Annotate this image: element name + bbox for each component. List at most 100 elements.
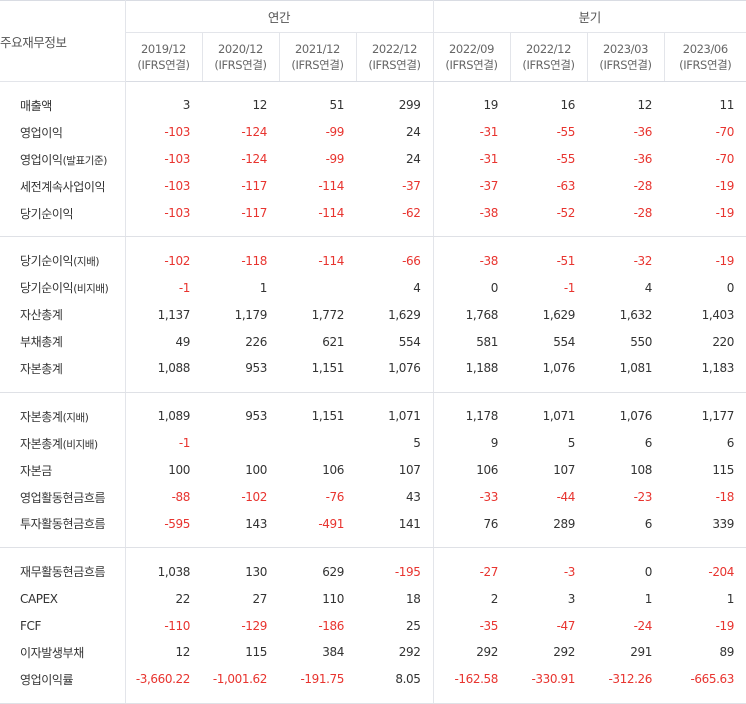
value-cell: -19: [664, 199, 746, 238]
period-header: 2023/03 (IFRS연결): [587, 32, 665, 82]
row-label: 자본총계(비지배): [0, 429, 126, 457]
value-cell: -33: [479, 490, 499, 505]
row-label-text: 투자활동현금흐름: [20, 517, 106, 532]
value-cell: -114: [318, 253, 344, 268]
value-cell: 581: [476, 334, 499, 349]
value-cell: 1: [726, 591, 735, 606]
value-cell: 107: [356, 456, 434, 484]
value-cell: 51: [329, 98, 345, 113]
value-cell: 0: [490, 280, 499, 295]
value-cell: [279, 430, 356, 457]
value-cell: 1,177: [701, 409, 735, 424]
table-row: 자본금 100 100 106 107 106 107 108 115: [0, 456, 746, 484]
value-cell: -31: [479, 152, 499, 167]
value-cell: -88: [171, 490, 191, 505]
value-cell: 1: [259, 280, 268, 295]
value-cell: 1,772: [311, 307, 345, 322]
value-cell: -3: [563, 564, 576, 579]
value-cell: 43: [356, 483, 434, 511]
value-cell: 226: [245, 334, 267, 349]
period-header: 2021/12 (IFRS연결): [279, 32, 357, 82]
row-label: CAPEX: [0, 585, 126, 613]
value-cell: 953: [245, 409, 267, 424]
row-label-text: 이자발생부채: [20, 645, 84, 660]
value-cell: 89: [719, 645, 735, 660]
value-cell: 299: [356, 81, 434, 119]
value-cell: 292: [356, 639, 434, 666]
value-cell: 6: [587, 510, 665, 549]
value-cell: 1,632: [619, 307, 653, 322]
value-cell: 110: [322, 591, 344, 606]
value-cell: 1,038: [157, 564, 191, 579]
value-cell: -63: [556, 179, 576, 194]
row-label: 영업활동현금흐름: [0, 483, 126, 511]
table-row: 영업이익 -103 -124 -99 24 -31 -55 -36 -70: [0, 118, 746, 146]
row-label-text: CAPEX: [20, 591, 58, 606]
table-row: 당기순이익(지배) -102 -118 -114 -66 -38 -51 -32 -19: [0, 236, 746, 275]
row-label: 영업이익(발표기준): [0, 145, 126, 173]
value-cell: -31: [479, 125, 499, 140]
value-cell: 953: [202, 355, 279, 393]
row-label-text: 당기순이익: [20, 254, 74, 269]
table-row: 영업이익(발표기준) -103 -124 -99 24 -31 -55 -36 -70: [0, 145, 746, 173]
value-cell: 12: [175, 645, 191, 660]
row-label-text: 영업이익: [20, 152, 63, 167]
value-cell: 1,629: [542, 307, 576, 322]
value-cell: 1,071: [542, 409, 576, 424]
value-cell: -124: [241, 152, 267, 167]
value-cell: 115: [712, 463, 735, 478]
table-row: 세전계속사업이익 -103 -117 -114 -37 -37 -63 -28 -19: [0, 172, 746, 200]
table-row: 이자발생부채 12 115 384 292 292 292 291 89: [0, 639, 746, 666]
value-cell: -99: [325, 125, 345, 140]
value-cell: 292: [476, 645, 499, 660]
value-cell: 141: [356, 510, 434, 549]
table-row: 재무활동현금흐름 1,038 130 629 -195 -27 -3 0 -204: [0, 547, 746, 586]
value-cell: -37: [479, 179, 499, 194]
table-row: 당기순이익(비지배) -1 1 4 0 -1 4 0: [0, 274, 746, 302]
row-label-text: 부채총계: [20, 335, 63, 350]
value-cell: 5: [567, 436, 576, 451]
value-cell: 1,403: [701, 307, 735, 322]
row-label-suffix: (발표기준): [62, 154, 108, 167]
period-header: 2022/09 (IFRS연결): [433, 32, 511, 82]
value-cell: -102: [164, 253, 190, 268]
row-label: 부채총계: [0, 328, 126, 356]
value-cell: 1,188: [433, 355, 511, 393]
value-cell: 2: [490, 591, 499, 606]
period-header: 2019/12 (IFRS연결): [125, 32, 203, 82]
value-cell: 1,151: [279, 355, 356, 393]
value-cell: -55: [556, 125, 576, 140]
table-row: 투자활동현금흐름 -595 143 -491 141 76 289 6 339: [0, 510, 746, 549]
value-cell: 6: [644, 436, 653, 451]
value-cell: 220: [712, 334, 735, 349]
row-label: FCF: [0, 612, 126, 640]
value-cell: 289: [510, 510, 588, 549]
value-cell: 115: [245, 645, 267, 660]
row-label: 당기순이익: [0, 199, 126, 238]
row-label: 자본총계(지배): [0, 392, 126, 430]
table-row: CAPEX 22 27 110 18 2 3 1 1: [0, 585, 746, 613]
table-row: 자본총계(지배) 1,089 953 1,151 1,071 1,178 1,071 1,07…: [0, 392, 746, 430]
value-cell: 6: [726, 436, 735, 451]
value-cell: -36: [633, 152, 653, 167]
value-cell: 76: [433, 510, 511, 549]
row-label-text: 자본총계: [20, 436, 63, 451]
value-cell: 1,151: [311, 409, 345, 424]
table-row: FCF -110 -129 -186 25 -35 -47 -24 -19: [0, 612, 746, 640]
value-cell: -110: [164, 618, 190, 633]
value-cell: 1,178: [465, 409, 499, 424]
value-cell: 22: [175, 591, 191, 606]
value-cell: 27: [252, 591, 268, 606]
row-label: 자본총계: [0, 355, 126, 393]
value-cell: 629: [322, 564, 344, 579]
value-cell: -491: [279, 510, 356, 549]
value-cell: -66: [356, 236, 434, 275]
value-cell: 100: [168, 463, 190, 478]
value-cell: -1: [563, 280, 576, 295]
value-cell: 1,081: [587, 355, 665, 393]
row-label-suffix: (비지배): [73, 283, 109, 296]
value-cell: 1,071: [356, 392, 434, 430]
value-cell: 1,088: [125, 355, 202, 393]
value-cell: -18: [715, 490, 735, 505]
